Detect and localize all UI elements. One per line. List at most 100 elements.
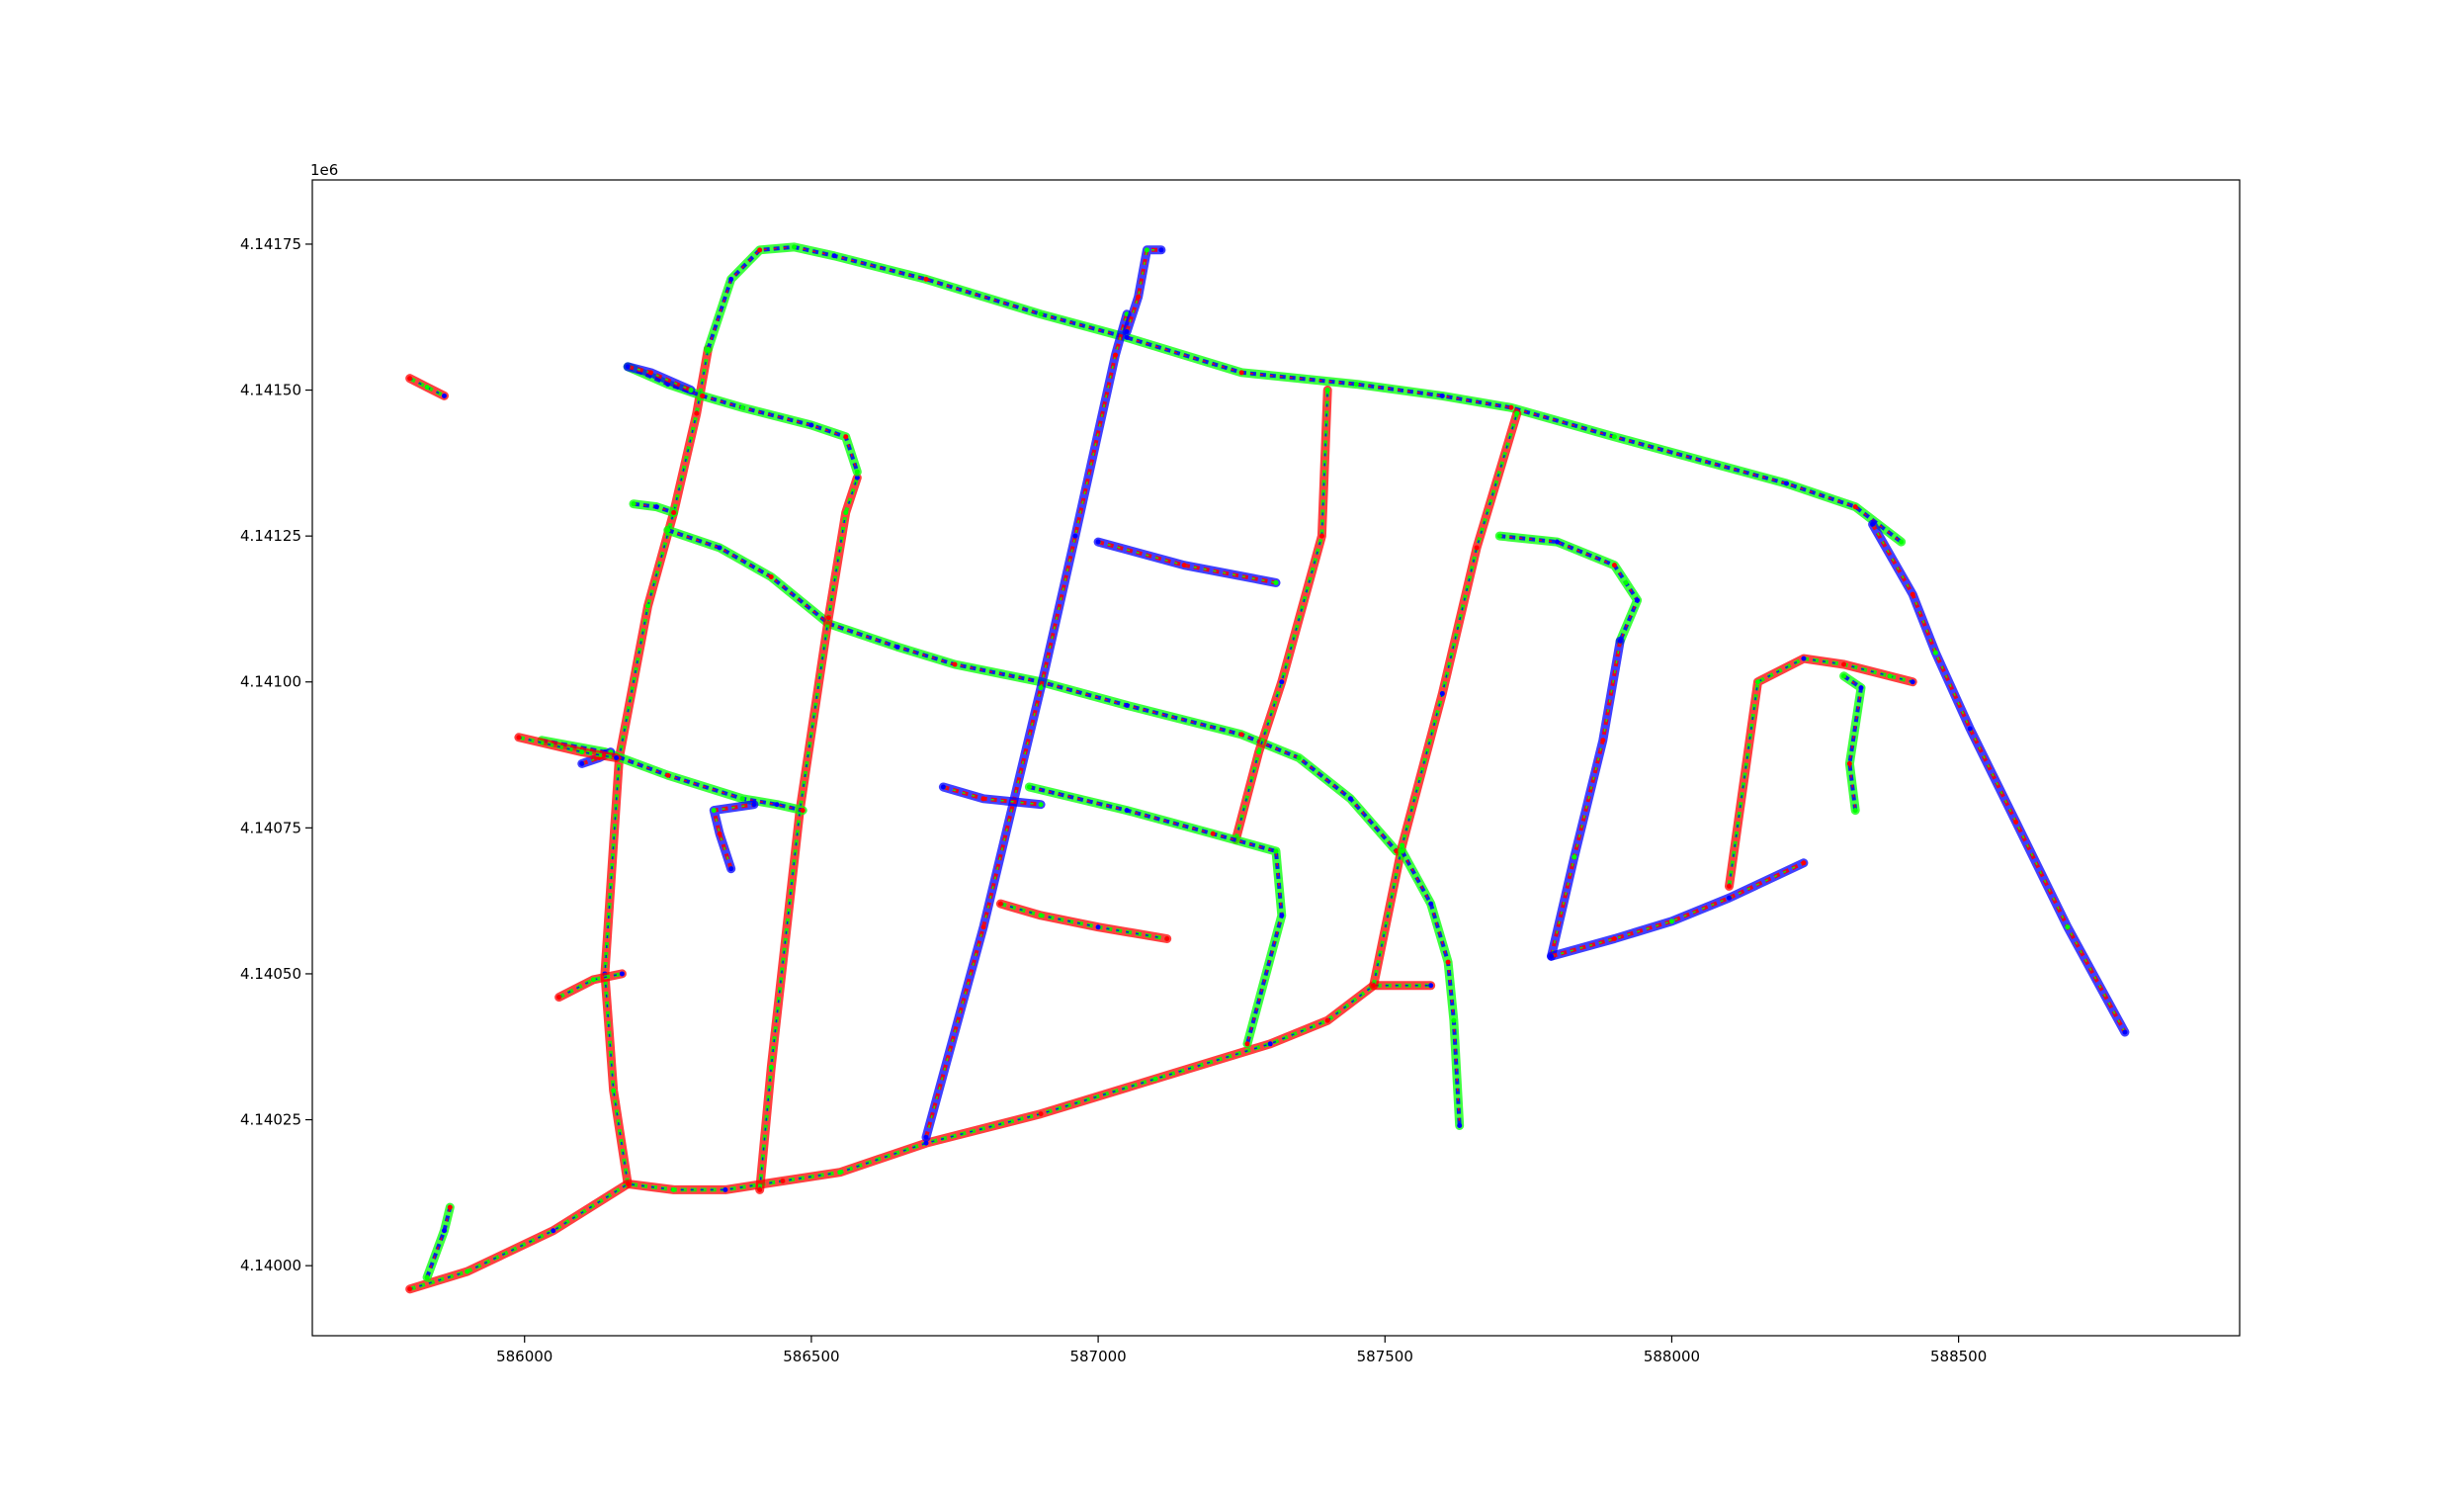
lane-point bbox=[556, 995, 562, 1001]
lane-point bbox=[1095, 924, 1101, 930]
lane-point bbox=[1846, 760, 1852, 766]
lane-point bbox=[1445, 959, 1451, 965]
lane-point bbox=[831, 253, 837, 259]
lane-point bbox=[1801, 860, 1807, 866]
lane-point bbox=[1400, 842, 1405, 848]
lane-point bbox=[1164, 936, 1170, 942]
lane-point bbox=[688, 388, 694, 393]
lane-point bbox=[1158, 247, 1164, 253]
lane-point bbox=[1457, 1122, 1463, 1128]
lane-center bbox=[1728, 657, 1913, 887]
lane-point bbox=[1095, 539, 1101, 545]
lane-point bbox=[1870, 521, 1876, 527]
lane-point bbox=[1600, 738, 1606, 743]
lane-point bbox=[447, 1204, 453, 1210]
road-central-avenue bbox=[921, 309, 1132, 1142]
lane-point bbox=[923, 1134, 929, 1140]
lane-divider bbox=[557, 971, 623, 1000]
road-north-west-stub bbox=[623, 362, 696, 394]
y-tick-label: 4.14100 bbox=[240, 673, 301, 691]
road-east-mid-road bbox=[1725, 654, 1917, 891]
lane-point bbox=[631, 501, 637, 507]
y-tick-label: 4.14125 bbox=[240, 527, 301, 545]
lane-point bbox=[751, 802, 757, 808]
road-far-west-edge bbox=[422, 1202, 455, 1282]
road-upper-west-stub bbox=[629, 499, 679, 517]
lane-point bbox=[1852, 808, 1858, 814]
road-east-avenue bbox=[1369, 408, 1522, 991]
lane-point bbox=[722, 1186, 728, 1192]
lane-point bbox=[465, 1268, 470, 1274]
lane-center bbox=[1843, 675, 1862, 811]
lane-point bbox=[1428, 983, 1434, 989]
lane-point bbox=[1635, 597, 1641, 603]
lane-point bbox=[625, 364, 631, 370]
lane-point bbox=[645, 603, 651, 609]
x-tick-label: 588500 bbox=[1930, 1348, 1987, 1365]
lane-point bbox=[590, 977, 596, 983]
lane-point bbox=[1152, 1076, 1158, 1082]
lane-center bbox=[409, 378, 445, 397]
axes-frame bbox=[311, 179, 2241, 1337]
lane-point bbox=[1554, 539, 1560, 545]
lane-point bbox=[1841, 673, 1847, 679]
lane-point bbox=[619, 971, 625, 977]
lane-point bbox=[843, 434, 849, 440]
lane-center bbox=[1372, 412, 1518, 986]
lane-point bbox=[1210, 830, 1216, 836]
lane-center bbox=[1000, 903, 1167, 940]
lane-point bbox=[441, 393, 447, 398]
lane-point bbox=[800, 808, 806, 814]
lane-point bbox=[1508, 404, 1514, 410]
lane-point bbox=[1273, 848, 1279, 854]
lane-point bbox=[952, 661, 958, 667]
road-mid-south-spur bbox=[995, 899, 1172, 943]
lane-point bbox=[1801, 656, 1807, 661]
lane-point bbox=[1026, 784, 1032, 790]
lane-point bbox=[1296, 755, 1302, 760]
lane-center bbox=[518, 737, 617, 759]
y-axis: 4.14000 4.14025 4.14050 4.14075 4.14100 4.141… bbox=[240, 235, 312, 1274]
lane-point bbox=[843, 510, 849, 516]
lane-point bbox=[774, 802, 780, 808]
lane-point bbox=[1549, 953, 1555, 959]
lane-point bbox=[923, 1140, 929, 1146]
lane-point bbox=[825, 615, 831, 621]
lane-point bbox=[579, 760, 585, 766]
lane-point bbox=[1273, 579, 1279, 585]
lane-point bbox=[980, 924, 986, 930]
lane-point bbox=[1038, 311, 1044, 317]
lane-point bbox=[940, 784, 946, 790]
lane-point bbox=[1967, 726, 1973, 732]
lane-point bbox=[1353, 382, 1359, 388]
lane-point bbox=[1238, 370, 1244, 376]
lane-point bbox=[1572, 854, 1577, 860]
lane-point bbox=[1755, 679, 1760, 685]
lane-point bbox=[424, 385, 430, 391]
y-tick-label: 4.14150 bbox=[240, 382, 301, 399]
lane-point bbox=[1371, 983, 1377, 989]
road-left-spur bbox=[938, 782, 1046, 810]
road-mid-link bbox=[1093, 537, 1281, 587]
lane-point bbox=[1038, 685, 1044, 691]
lane-point bbox=[1144, 247, 1149, 253]
lane-point bbox=[739, 796, 745, 802]
lane-point bbox=[757, 1186, 763, 1192]
y-offset-label: 1e6 bbox=[310, 161, 338, 179]
lane-point bbox=[854, 469, 860, 475]
lane-point bbox=[1244, 1041, 1250, 1047]
lane-point bbox=[1038, 802, 1044, 808]
lane-point bbox=[1852, 504, 1858, 510]
lane-point bbox=[1428, 901, 1434, 907]
lane-center bbox=[707, 246, 1903, 543]
lane-divider bbox=[757, 477, 860, 1190]
lane-point bbox=[1623, 579, 1629, 585]
road-west-upper-connector bbox=[405, 374, 449, 400]
lane-point bbox=[647, 370, 653, 376]
lane-point bbox=[1439, 691, 1445, 697]
lane-point bbox=[694, 410, 700, 416]
lane-divider bbox=[667, 528, 1399, 853]
lane-point bbox=[1279, 679, 1285, 685]
lane-point bbox=[700, 393, 706, 398]
lane-point bbox=[728, 276, 734, 282]
